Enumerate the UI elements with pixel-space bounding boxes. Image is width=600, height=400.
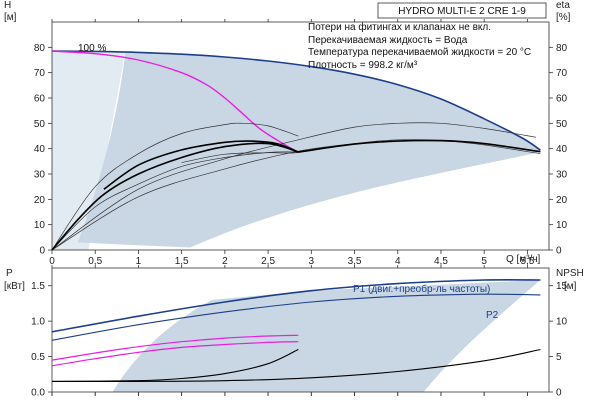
y-tick-label: 10 [34,220,46,231]
x-tick-label: 0,5 [88,256,102,267]
right-tick-label: 10 [556,317,568,328]
series-eta-thin3 [51,151,299,251]
right-tick-label: 30 [556,170,568,181]
x-tick-label: 2,5 [261,256,275,267]
q-axis-label: Q [м³/ч] [506,254,541,265]
series-eta-thin1 [51,122,537,251]
series-h-black-main [51,142,299,251]
x-tick-label: 3 [309,256,315,267]
product-box [377,2,547,19]
npsh-axis-unit: [м] [564,281,577,292]
series-h-max [51,50,541,151]
series-h-black-right [298,139,541,153]
right-tick-label: 0 [556,246,562,257]
series-eta-mid [103,140,299,190]
y-tick-label: 40 [34,144,46,155]
series-npsh-long [51,348,541,382]
x-tick-label: 2 [222,256,228,267]
note-losses: Потери на фитингах и клапанах не вкл. [308,21,491,33]
p-axis-unit: [кВт] [4,281,25,292]
h-axis-label: H [4,0,11,11]
right-tick-label: 20 [556,195,568,206]
bottom-axes: 0.0 0.5 1.0 1.5 0 5 10 15 [31,265,568,399]
note-temperature: Температура перекачиваемой жидкости = 20… [308,47,531,58]
p1-series-label: P1 (двиг.+преобр-ль частоты) [353,283,490,295]
top-series [51,50,541,251]
h-axis-unit: [м] [4,12,17,23]
power-operating-area [112,280,541,392]
series-p1 [51,278,541,333]
bot-axes-frame [51,267,550,393]
series-p2 [51,293,541,341]
x-tick-label: 0 [49,256,55,267]
x-tick-label: 1 [136,256,142,267]
right-tick-label: 50 [556,119,568,130]
x-tick-label: 4,5 [434,256,448,267]
y-tick-label: 0.0 [31,388,45,399]
note-density: Плотность = 998.2 кг/м³ [308,60,418,71]
p-axis-label: P [6,268,13,279]
right-tick-label: 15 [556,281,568,292]
right-tick-label: 0 [556,388,562,399]
y-tick-label: 30 [34,170,46,181]
right-tick-label: 60 [556,94,568,105]
y-tick-label: 70 [34,68,46,79]
right-tick-label: 80 [556,43,568,54]
series-h-mag [51,50,299,154]
eta-axis-label: eta [556,0,570,11]
x-tick-label: 5,5 [520,256,534,267]
x-tick-label: 4 [395,256,401,267]
right-tick-label: 70 [556,68,568,79]
right-tick-label: 10 [556,220,568,231]
bottom-series [51,278,541,382]
series-eta-outer [51,122,299,251]
percent-annotation: 100 % [78,43,106,54]
y-tick-label: 80 [34,43,46,54]
npsh-axis-label: NPSH [556,268,584,279]
y-tick-label: 60 [34,94,46,105]
series-mag2 [51,341,299,367]
series-mag1 [51,334,299,361]
right-tick-label: 5 [556,352,562,363]
y-tick-label: 1.0 [31,317,45,328]
y-tick-label: 1.5 [31,281,45,292]
y-tick-label: 0.5 [31,352,45,363]
right-tick-label: 40 [556,144,568,155]
y-tick-label: 20 [34,195,46,206]
product-title: HYDRO MULTI-E 2 CRE 1-9 [398,6,526,17]
y-tick-label: 0 [39,246,45,257]
top-axes: 0 10 20 30 40 50 60 70 80 0 10 20 30 40 50 60 70 80 0 0,5 1 1… [34,19,568,267]
eta-axis-unit: [%] [556,12,571,23]
y-tick-label: 50 [34,119,46,130]
x-tick-label: 5 [481,256,487,267]
x-tick-label: 3,5 [348,256,362,267]
note-liquid: Перекачиваемая жидкость = Вода [308,35,468,46]
top-axes-frame [51,21,550,251]
x-tick-label: 1,5 [175,256,189,267]
p2-series-label: P2 [486,310,499,321]
operating-area-light [52,51,126,251]
